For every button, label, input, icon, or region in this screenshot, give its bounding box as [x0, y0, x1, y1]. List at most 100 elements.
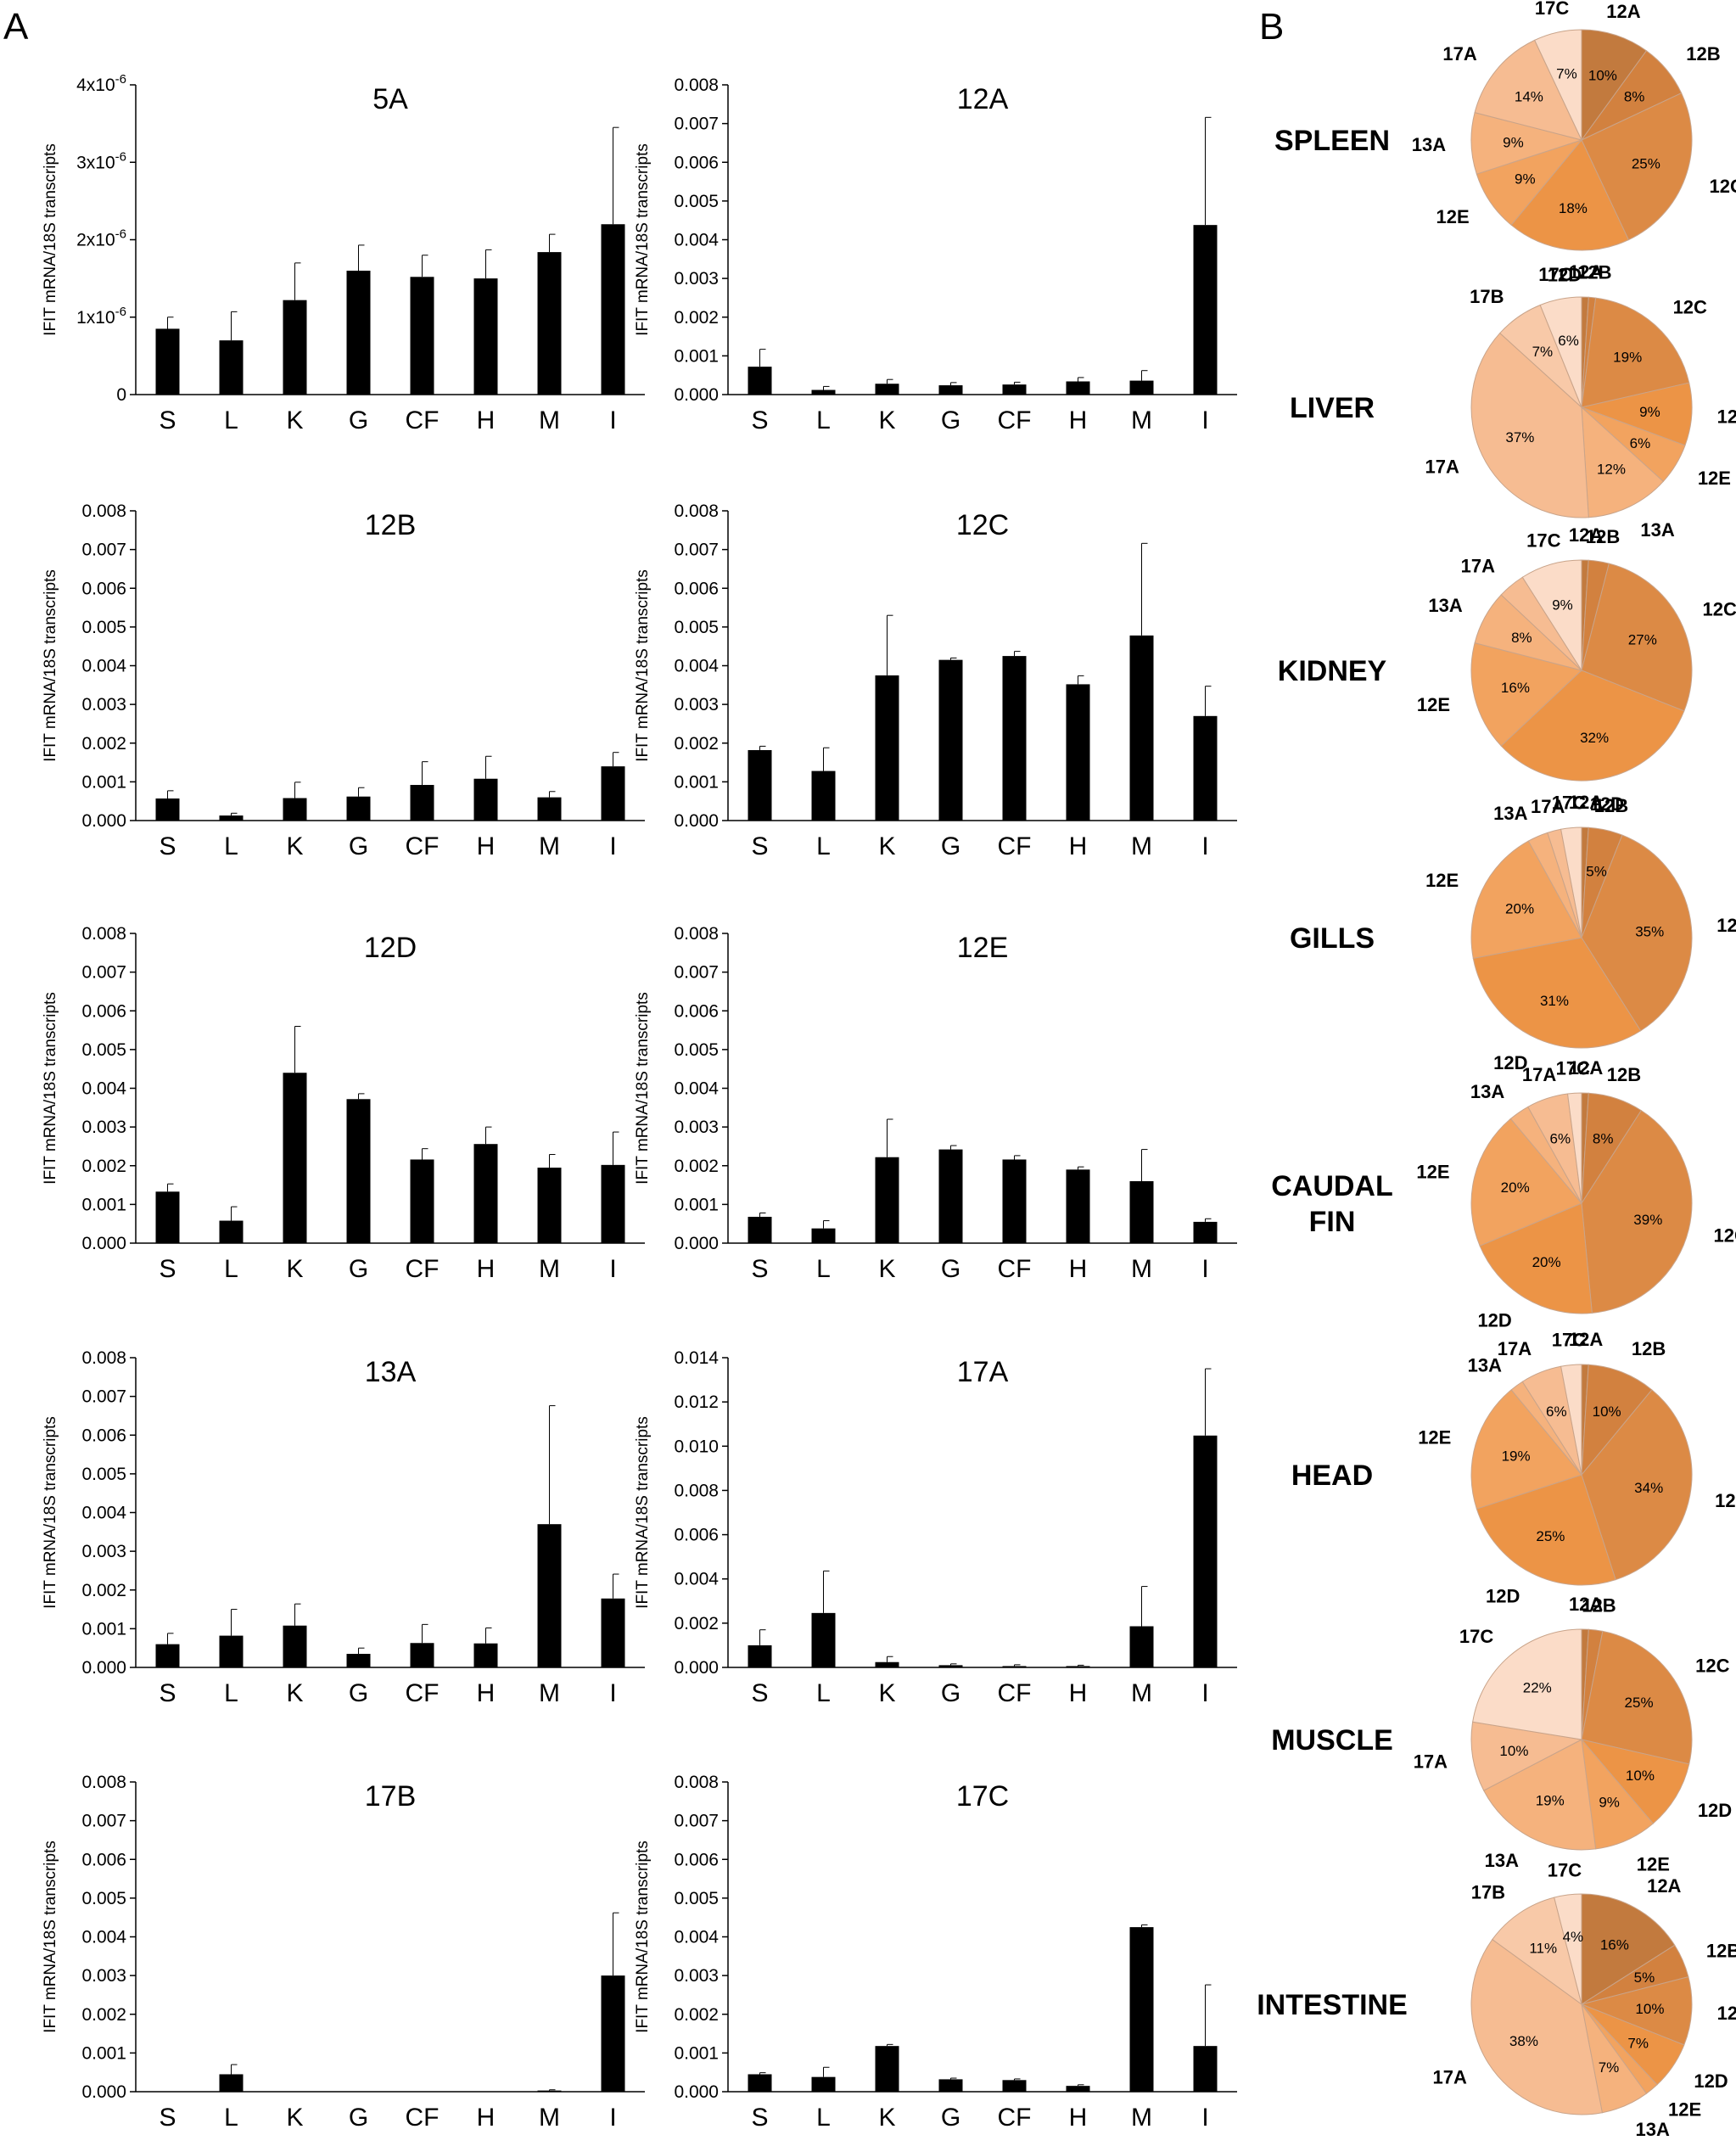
y-tick-label: 0.001 — [81, 2043, 126, 2063]
y-tick-label: 0.001 — [674, 772, 719, 792]
bar — [1193, 2046, 1218, 2092]
slice-percent: 9% — [1639, 404, 1660, 420]
x-tick-label: M — [539, 406, 560, 434]
slice-label: 17A — [1531, 796, 1565, 817]
slice-label: 12C — [1703, 598, 1736, 619]
y-axis-label: IFIT mRNA/18S transcripts — [42, 1841, 59, 2033]
pie-chart-spleen: SPLEEN 10% 12A 8% 12B 25% 12C 18% 12D 9% 12E 9% 13A 1… — [1274, 0, 1736, 286]
slice-percent: 16% — [1600, 1936, 1629, 1953]
y-tick-label: 1x10-6 — [76, 305, 126, 328]
bar — [811, 1612, 836, 1667]
slice-percent: 9% — [1552, 597, 1573, 614]
slice-label: 17A — [1425, 456, 1459, 477]
bar — [601, 1164, 625, 1243]
pie-slice — [1560, 826, 1582, 939]
pie-slice — [1470, 332, 1589, 518]
x-tick-label: S — [751, 1255, 768, 1283]
slice-label: 17A — [1498, 1338, 1532, 1359]
chart-title: 17C — [956, 1780, 1009, 1813]
x-tick-label: K — [286, 406, 303, 434]
bar — [1129, 380, 1154, 395]
y-tick-label: 0.000 — [674, 385, 719, 405]
y-tick-label: 0.008 — [674, 1481, 719, 1500]
y-tick-label: 0.008 — [81, 1348, 126, 1368]
bar — [1066, 2086, 1090, 2092]
x-tick-label: I — [609, 1255, 616, 1283]
x-tick-label: M — [1131, 2104, 1152, 2132]
bar — [811, 1228, 836, 1243]
slice-percent: 20% — [1532, 1254, 1561, 1270]
x-tick-label: K — [878, 2104, 895, 2132]
tissue-label: KIDNEY — [1278, 655, 1387, 687]
y-tick-label: 0.005 — [81, 618, 126, 637]
pie-slice — [1470, 1389, 1582, 1510]
bar-chart-12D: 12D IFIT mRNA/18S transcripts 0.000 0.001 0.… — [42, 924, 645, 1283]
pie-slice — [1566, 1092, 1582, 1204]
slice-label: 17A — [1461, 556, 1495, 577]
pie-slice — [1581, 1364, 1653, 1476]
slice-percent: 22% — [1523, 1680, 1552, 1696]
slice-label: 13A — [1636, 2119, 1670, 2140]
bar — [938, 659, 963, 821]
y-tick-label: 0.002 — [674, 1614, 719, 1633]
x-tick-label: H — [1069, 1255, 1088, 1283]
y-tick-label: 0.004 — [674, 657, 719, 676]
bar — [473, 1144, 498, 1243]
bar — [1193, 715, 1218, 821]
y-tick-label: 0.006 — [674, 1850, 719, 1869]
bar — [410, 785, 434, 821]
slice-percent: 9% — [1515, 171, 1536, 187]
slice-percent: 19% — [1613, 349, 1642, 365]
bar — [537, 1168, 562, 1243]
x-tick-label: M — [539, 2104, 560, 2132]
x-tick-label: L — [816, 1255, 831, 1283]
slice-percent: 14% — [1515, 89, 1543, 105]
x-tick-label: CF — [406, 2104, 440, 2132]
bar — [410, 1159, 434, 1243]
slice-percent: 19% — [1502, 1448, 1531, 1465]
slice-percent: 10% — [1588, 67, 1617, 83]
slice-label: 17C — [1538, 264, 1572, 285]
bar — [938, 2079, 963, 2092]
slice-label: 12E — [1436, 206, 1470, 227]
tissue-label: GILLS — [1290, 922, 1375, 955]
panel-b-label: B — [1259, 6, 1284, 48]
y-tick-label: 0.002 — [674, 2005, 719, 2025]
slice-label: 12C — [1673, 297, 1707, 318]
pie-slice — [1580, 1739, 1690, 1824]
bar — [219, 815, 244, 821]
slice-percent: 6% — [1630, 435, 1651, 451]
bar — [1066, 1169, 1090, 1243]
bar — [1002, 2080, 1027, 2092]
bar — [346, 1654, 371, 1667]
bar — [1066, 684, 1090, 821]
x-tick-label: S — [159, 1679, 176, 1707]
slice-percent: 8% — [1593, 1130, 1614, 1146]
bar — [875, 1661, 899, 1667]
slice-percent: 32% — [1580, 730, 1609, 746]
y-tick-label: 0.006 — [81, 1426, 126, 1445]
x-tick-label: K — [286, 2104, 303, 2132]
x-tick-label: I — [609, 832, 616, 860]
x-tick-label: CF — [406, 1255, 440, 1283]
slice-percent: 11% — [1529, 1940, 1557, 1956]
bar — [537, 797, 562, 821]
y-tick-label: 0.003 — [674, 695, 719, 714]
slice-percent: 37% — [1505, 429, 1534, 445]
slice-label: 12B — [1632, 1338, 1666, 1359]
slice-label: 12C — [1715, 1490, 1736, 1511]
bar — [601, 1975, 625, 2092]
y-tick-label: 0.007 — [674, 115, 719, 134]
slice-percent: 31% — [1540, 993, 1569, 1009]
bar — [1002, 384, 1027, 395]
slice-percent: 7% — [1627, 2035, 1649, 2051]
x-tick-label: S — [159, 406, 176, 434]
y-tick-label: 0.001 — [81, 1619, 126, 1639]
slice-label: 12C — [1717, 2003, 1736, 2024]
x-tick-label: H — [477, 1255, 496, 1283]
bar — [601, 766, 625, 821]
x-tick-label: K — [286, 832, 303, 860]
bar-chart-12B: 12B IFIT mRNA/18S transcripts 0.000 0.001 0.… — [42, 501, 645, 860]
bar — [875, 675, 899, 821]
